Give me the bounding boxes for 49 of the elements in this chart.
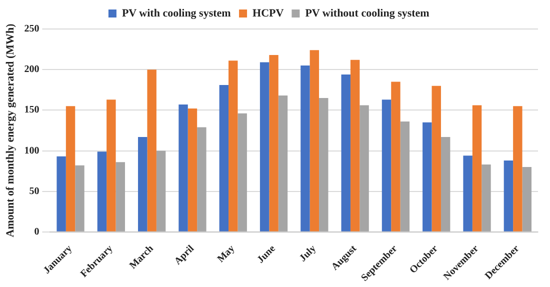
bar — [400, 122, 410, 232]
legend-label: HCPV — [252, 7, 284, 20]
bar — [75, 165, 84, 232]
bar — [278, 96, 288, 232]
y-tick-label: 250 — [24, 24, 40, 35]
y-tick-label: 50 — [29, 186, 40, 197]
bar — [319, 98, 328, 232]
bar — [440, 136, 450, 232]
bar — [106, 100, 116, 232]
bar — [310, 50, 320, 232]
x-tick-label: June — [255, 242, 278, 266]
bar — [360, 105, 369, 232]
bar — [188, 108, 198, 232]
bar — [482, 164, 491, 232]
y-tick-label: 0 — [34, 226, 40, 238]
bar — [197, 127, 206, 232]
bar — [472, 105, 482, 232]
bar — [238, 113, 247, 232]
y-tick-label: 100 — [24, 145, 40, 156]
bar — [219, 85, 229, 232]
legend-label: PV with cooling system — [122, 7, 231, 20]
bar — [147, 70, 156, 232]
bar — [260, 62, 270, 232]
bar — [341, 74, 350, 232]
bar — [391, 82, 400, 232]
bar — [350, 60, 360, 232]
y-tick-label: 150 — [24, 104, 40, 116]
y-axis-title: Amount of monthly energy generated (MWh) — [4, 23, 16, 238]
bar — [522, 166, 532, 232]
x-tick-label: May — [216, 243, 238, 265]
bar — [463, 156, 472, 232]
bar — [422, 122, 432, 232]
bar — [66, 106, 76, 232]
bar — [228, 60, 238, 232]
bar — [178, 104, 188, 232]
bar — [432, 86, 441, 232]
bar — [156, 150, 166, 232]
bar — [97, 152, 107, 232]
bar — [116, 162, 125, 232]
bar — [269, 54, 278, 232]
bar — [56, 156, 66, 232]
legend-label: PV without cooling system — [305, 7, 430, 20]
bar — [300, 66, 310, 232]
bar — [382, 100, 392, 232]
bar — [138, 136, 148, 232]
y-tick-label: 200 — [24, 64, 40, 76]
bar — [504, 160, 514, 232]
x-tick-label: July — [298, 243, 318, 264]
bar — [513, 106, 522, 232]
